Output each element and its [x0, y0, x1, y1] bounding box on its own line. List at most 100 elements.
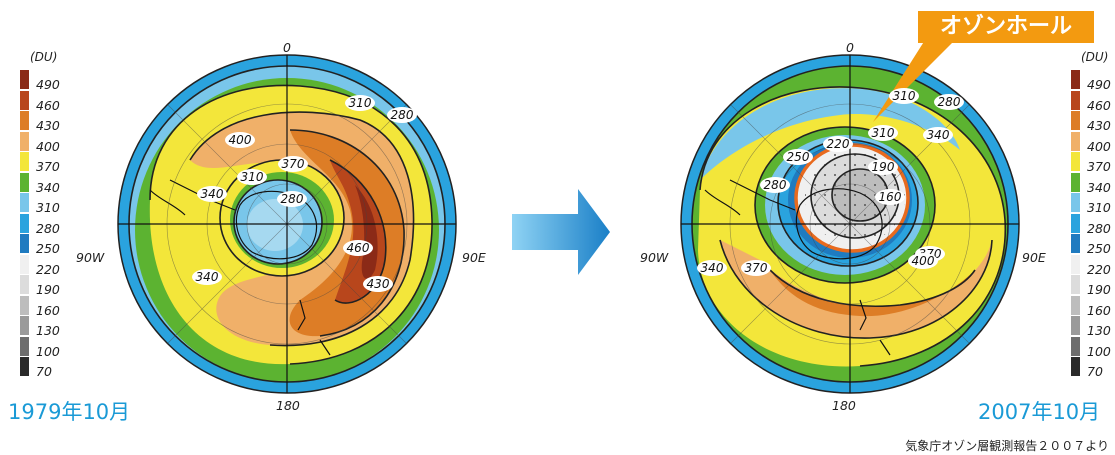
svg-text:340: 340 — [201, 187, 224, 201]
contour-label: 310 — [889, 88, 919, 104]
contour-label: 250 — [783, 149, 813, 165]
map-1979 — [117, 54, 457, 394]
legend-label: 250 — [36, 241, 60, 256]
legend-unit: (DU) — [1081, 50, 1109, 64]
contour-label: 400 — [225, 132, 255, 148]
legend-label: 460 — [1087, 97, 1111, 113]
legend-row: 250 — [20, 234, 80, 256]
svg-text:220: 220 — [827, 137, 850, 151]
legend-swatch — [20, 295, 29, 315]
legend-label: 130 — [36, 323, 60, 338]
contour-label: 310 — [868, 125, 898, 141]
svg-text:280: 280 — [281, 192, 304, 206]
legend-label: 430 — [1087, 118, 1111, 133]
legend-row: 460 — [1071, 90, 1115, 113]
legend-label: 220 — [1087, 261, 1111, 277]
legend-swatch — [1071, 193, 1080, 212]
axis-label-bottom-right: 180 — [832, 398, 856, 413]
legend-swatch — [20, 336, 29, 356]
legend-label: 130 — [1087, 323, 1111, 338]
legend-row: 280 — [20, 213, 80, 236]
legend-row: 310 — [1071, 193, 1115, 214]
svg-text:160: 160 — [879, 190, 902, 204]
svg-text:310: 310 — [893, 89, 916, 103]
legend-swatch — [1071, 254, 1080, 274]
legend-swatch — [20, 213, 29, 233]
legend-row: 160 — [1071, 295, 1115, 318]
svg-text:430: 430 — [367, 277, 390, 291]
contour-label: 340 — [197, 186, 227, 202]
svg-text:310: 310 — [349, 96, 372, 110]
legend-row: 370 — [1071, 152, 1115, 174]
legend-swatch — [1071, 111, 1080, 130]
legend-swatch — [20, 275, 29, 294]
legend-row: 220 — [1071, 254, 1115, 277]
axis-label-top-right: 0 — [846, 40, 854, 55]
legend-label: 250 — [1087, 241, 1111, 256]
legend-swatch — [20, 70, 29, 89]
legend-row: 490 — [20, 70, 80, 91]
legend-swatch — [1071, 316, 1080, 335]
legend-swatch — [1071, 90, 1080, 110]
legend-swatch — [1071, 70, 1080, 89]
legend-row: 220 — [20, 254, 80, 277]
svg-text:310: 310 — [872, 126, 895, 140]
legend-label: 220 — [36, 261, 60, 277]
axis-label-west-left: 90W — [76, 250, 105, 265]
axis-label-top-left: 0 — [283, 40, 291, 55]
date-label-2007: 2007年10月 — [978, 400, 1101, 424]
axis-label-west-right: 90W — [640, 250, 669, 265]
legend-row: 100 — [20, 336, 80, 357]
legend-row: 400 — [20, 131, 80, 152]
legend-label: 400 — [1087, 138, 1111, 154]
legend-row: 190 — [20, 275, 80, 297]
arrow-right-icon — [512, 189, 610, 275]
contour-label: 280 — [277, 191, 307, 207]
legend-label: 190 — [36, 282, 60, 297]
legend-label: 70 — [1087, 364, 1103, 379]
legend-swatch — [20, 357, 29, 376]
legend-row: 100 — [1071, 336, 1115, 359]
legend-swatch — [20, 172, 29, 192]
source-note: 気象庁オゾン層観測報告２００７より — [905, 439, 1109, 453]
legend-swatch — [20, 90, 29, 110]
legend-label: 460 — [36, 97, 60, 113]
legend-swatch — [1071, 275, 1080, 294]
svg-text:340: 340 — [701, 261, 724, 275]
legend-label: 280 — [36, 220, 60, 236]
contour-label: 160 — [875, 189, 905, 205]
map-2007 — [680, 40, 1020, 394]
ozone-hole-callout: オゾンホール — [918, 11, 1094, 43]
legend-label: 160 — [1087, 302, 1111, 318]
contour-label: 340 — [192, 269, 222, 285]
legend-label: 280 — [1087, 220, 1111, 236]
legend-swatch — [1071, 336, 1080, 356]
legend-label: 340 — [1087, 179, 1111, 195]
contour-label: 340 — [923, 127, 953, 143]
svg-text:280: 280 — [391, 108, 414, 122]
legend-label: 430 — [36, 118, 60, 133]
contour-label: 370 — [278, 156, 308, 172]
legend-label: 160 — [36, 302, 60, 318]
svg-text:340: 340 — [196, 270, 219, 284]
legend-label: 370 — [36, 159, 60, 174]
legend-swatch — [20, 152, 29, 171]
legend-row: 430 — [1071, 111, 1115, 133]
legend-row: 370 — [20, 152, 80, 174]
legend-label: 100 — [1087, 343, 1111, 359]
legend-swatch — [20, 111, 29, 130]
legend-row: 130 — [20, 316, 80, 338]
legend-swatch — [1071, 213, 1080, 233]
axis-label-east-right: 90E — [1022, 250, 1046, 265]
legend-label: 310 — [36, 200, 60, 215]
legend-row: 70 — [1071, 357, 1115, 379]
legend-swatch — [1071, 131, 1080, 151]
legend-unit: (DU) — [30, 50, 58, 64]
svg-text:340: 340 — [927, 128, 950, 142]
legend-label: 370 — [1087, 159, 1111, 174]
contour-label: 370 — [741, 260, 771, 276]
legend-swatch — [1071, 295, 1080, 315]
legend-swatch — [20, 193, 29, 212]
contour-label: 220 — [823, 136, 853, 152]
